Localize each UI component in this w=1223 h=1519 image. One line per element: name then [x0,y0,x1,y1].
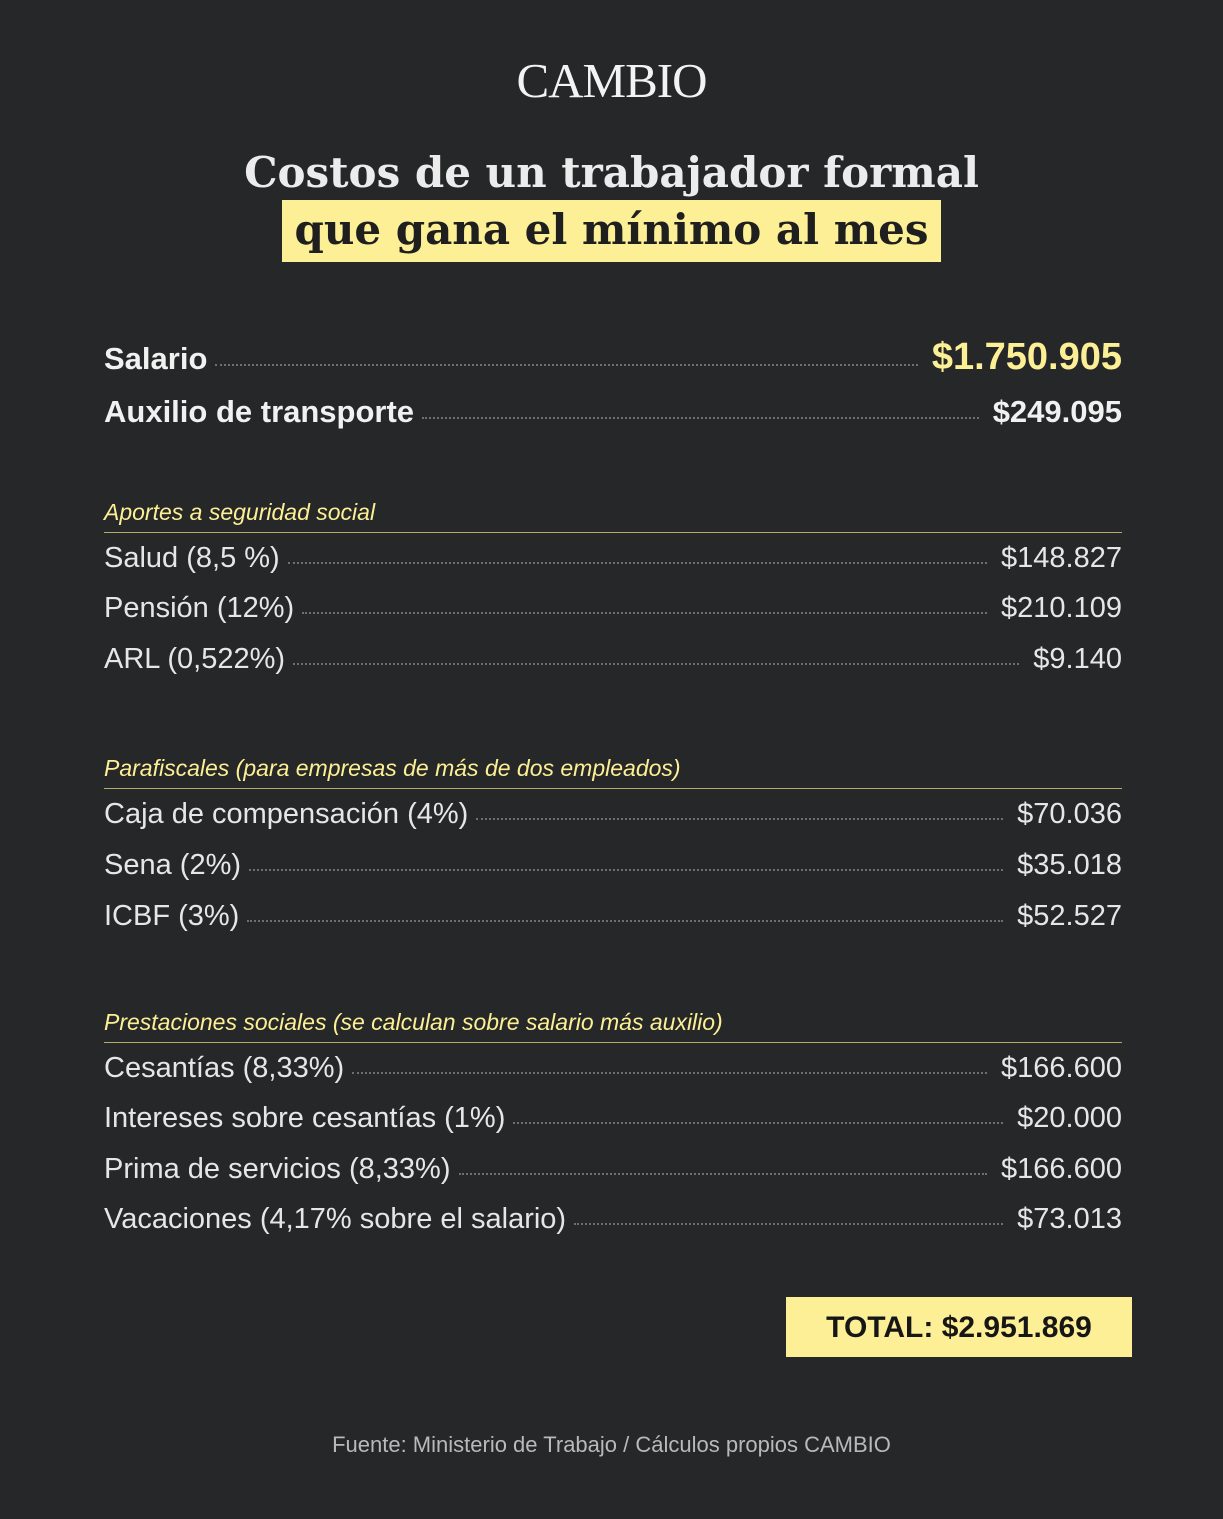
total-badge: TOTAL: $2.951.869 [786,1297,1132,1357]
section-heading-social-security: Aportes a seguridad social [104,499,1122,533]
dot-leader [574,1223,1004,1225]
dot-leader [287,562,988,564]
section-heading-parafiscales: Parafiscales (para empresas de más de do… [104,755,1122,789]
item-label: Cesantías (8,33%) [104,1052,345,1084]
transport-label: Auxilio de transporte [104,394,415,429]
list-item: ARL (0,522%) $9.140 [104,643,1122,676]
item-label: Salud (8,5 %) [104,542,280,574]
brand-logo: CAMBIO [516,53,707,108]
item-label: ARL (0,522%) [104,643,286,675]
item-value: $166.600 [1001,1153,1122,1185]
list-item: Vacaciones (4,17% sobre el salario) $73.… [104,1203,1122,1236]
transport-value: $249.095 [992,394,1122,429]
salary-value: $1.750.905 [931,336,1122,378]
list-item: Intereses sobre cesantías (1%) $20.000 [104,1102,1122,1135]
dot-leader [458,1173,988,1175]
section-heading-prestaciones: Prestaciones sociales (se calculan sobre… [104,1009,1122,1043]
list-item: Salud (8,5 %) $148.827 [104,542,1122,575]
item-label: Vacaciones (4,17% sobre el salario) [104,1203,567,1235]
list-item: Pensión (12%) $210.109 [104,592,1122,625]
dot-leader [302,612,988,614]
salary-row: Salario $1.750.905 [104,336,1122,379]
item-value: $9.140 [1033,643,1122,675]
item-label: Prima de servicios (8,33%) [104,1153,451,1185]
dot-leader [249,869,1004,871]
item-label: Sena (2%) [104,849,242,881]
item-value: $210.109 [1001,592,1122,624]
item-value: $70.036 [1017,798,1122,830]
item-label: ICBF (3%) [104,900,240,932]
page-title: Costos de un trabajador formal [244,148,979,197]
item-value: $73.013 [1017,1203,1122,1235]
dot-leader [352,1072,988,1074]
list-item: Cesantías (8,33%) $166.600 [104,1052,1122,1085]
list-item: ICBF (3%) $52.527 [104,900,1122,933]
item-label: Caja de compensación (4%) [104,798,469,830]
list-item: Caja de compensación (4%) $70.036 [104,798,1122,831]
dot-leader [247,920,1004,922]
dot-leader [422,417,979,419]
item-value: $148.827 [1001,542,1122,574]
salary-label: Salario [104,341,208,376]
page-subtitle: que gana el mínimo al mes [294,205,929,254]
dot-leader [293,663,1020,665]
item-label: Intereses sobre cesantías (1%) [104,1102,506,1134]
transport-row: Auxilio de transporte $249.095 [104,394,1122,430]
item-value: $166.600 [1001,1052,1122,1084]
dot-leader [513,1122,1004,1124]
item-label: Pensión (12%) [104,592,295,624]
dot-leader [215,364,918,366]
item-value: $35.018 [1017,849,1122,881]
title-highlight: que gana el mínimo al mes [282,200,941,262]
item-value: $20.000 [1017,1102,1122,1134]
list-item: Sena (2%) $35.018 [104,849,1122,882]
list-item: Prima de servicios (8,33%) $166.600 [104,1153,1122,1186]
item-value: $52.527 [1017,900,1122,932]
source-note: Fuente: Ministerio de Trabajo / Cálculos… [332,1432,891,1457]
dot-leader [476,818,1004,820]
